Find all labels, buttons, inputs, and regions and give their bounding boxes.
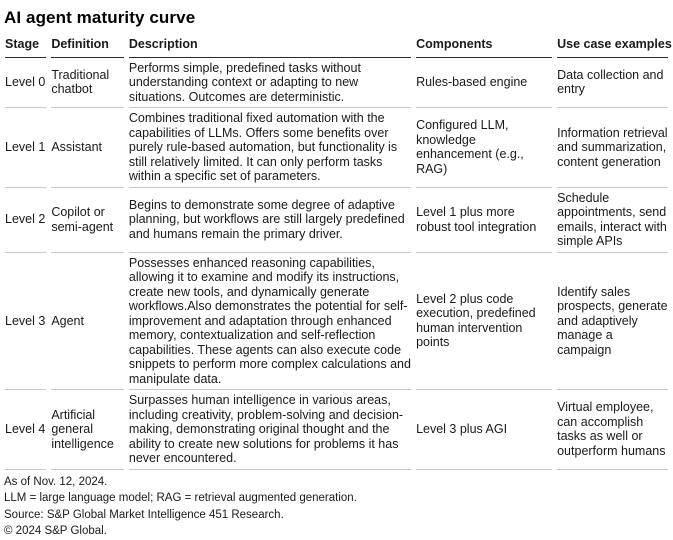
cell-components: Level 2 plus code execution, predefined … bbox=[416, 253, 553, 390]
cell-stage: Level 0 bbox=[5, 58, 47, 108]
cell-components: Level 3 plus AGI bbox=[416, 390, 553, 470]
cell-stage: Level 2 bbox=[5, 188, 47, 253]
column-header-stage: Stage bbox=[5, 33, 47, 58]
page-title: AI agent maturity curve bbox=[4, 8, 196, 27]
cell-stage: Level 1 bbox=[5, 108, 47, 188]
cell-use-cases: Information retrieval and summarization,… bbox=[557, 108, 668, 188]
footer-abbreviations: LLM = large language model; RAG = retrie… bbox=[4, 492, 357, 504]
table-row: Level 0 Traditional chatbot Performs sim… bbox=[5, 58, 668, 108]
column-header-definition: Definition bbox=[51, 33, 124, 58]
footer-as-of-date: As of Nov. 12, 2024. bbox=[4, 475, 108, 488]
table-row: Level 1 Assistant Combines traditional f… bbox=[5, 108, 668, 188]
cell-definition: Agent bbox=[51, 253, 124, 390]
column-header-components: Components bbox=[416, 33, 553, 58]
cell-description: Performs simple, predefined tasks withou… bbox=[128, 58, 412, 108]
footer-source: Source: S&P Global Market Intelligence 4… bbox=[4, 508, 284, 521]
table-header-row: Stage Definition Description Components … bbox=[5, 33, 672, 58]
cell-definition: Artificial general intelligence bbox=[51, 390, 124, 470]
maturity-table: Stage Definition Description Components … bbox=[0, 33, 673, 470]
cell-components: Level 1 plus more robust tool integratio… bbox=[416, 188, 553, 253]
table-header: Stage Definition Description Components … bbox=[5, 33, 672, 58]
cell-description: Combines traditional fixed automation wi… bbox=[128, 108, 412, 188]
cell-components: Rules-based engine bbox=[416, 58, 553, 108]
cell-use-cases: Data collection and entry bbox=[557, 58, 668, 108]
cell-description: Begins to demonstrate some degree of ada… bbox=[128, 188, 412, 253]
cell-stage: Level 3 bbox=[5, 253, 47, 390]
table-body: Level 0 Traditional chatbot Performs sim… bbox=[5, 58, 668, 470]
cell-stage: Level 4 bbox=[5, 390, 47, 470]
cell-definition: Copilot or semi-agent bbox=[51, 188, 124, 253]
table-row: Level 3 Agent Possesses enhanced reasoni… bbox=[5, 253, 668, 390]
footer: As of Nov. 12, 2024. LLM = large languag… bbox=[4, 474, 673, 540]
cell-use-cases: Schedule appointments, send emails, inte… bbox=[557, 188, 668, 253]
table-row: Level 2 Copilot or semi-agent Begins to … bbox=[5, 188, 668, 253]
footer-copyright: © 2024 S&P Global. bbox=[4, 525, 107, 537]
cell-definition: Traditional chatbot bbox=[51, 58, 124, 108]
column-header-use-cases: Use case examples bbox=[557, 33, 672, 58]
cell-components: Configured LLM, knowledge enhancement (e… bbox=[416, 108, 553, 188]
cell-use-cases: Identify sales prospects, generate and a… bbox=[557, 253, 668, 390]
column-header-description: Description bbox=[128, 33, 412, 58]
cell-use-cases: Virtual employee, can accomplish tasks a… bbox=[557, 390, 668, 470]
table-row: Level 4 Artificial general intelligence … bbox=[5, 390, 668, 470]
cell-description: Possesses enhanced reasoning capabilitie… bbox=[128, 253, 412, 390]
cell-description: Surpasses human intelligence in various … bbox=[128, 390, 412, 470]
cell-definition: Assistant bbox=[51, 108, 124, 188]
